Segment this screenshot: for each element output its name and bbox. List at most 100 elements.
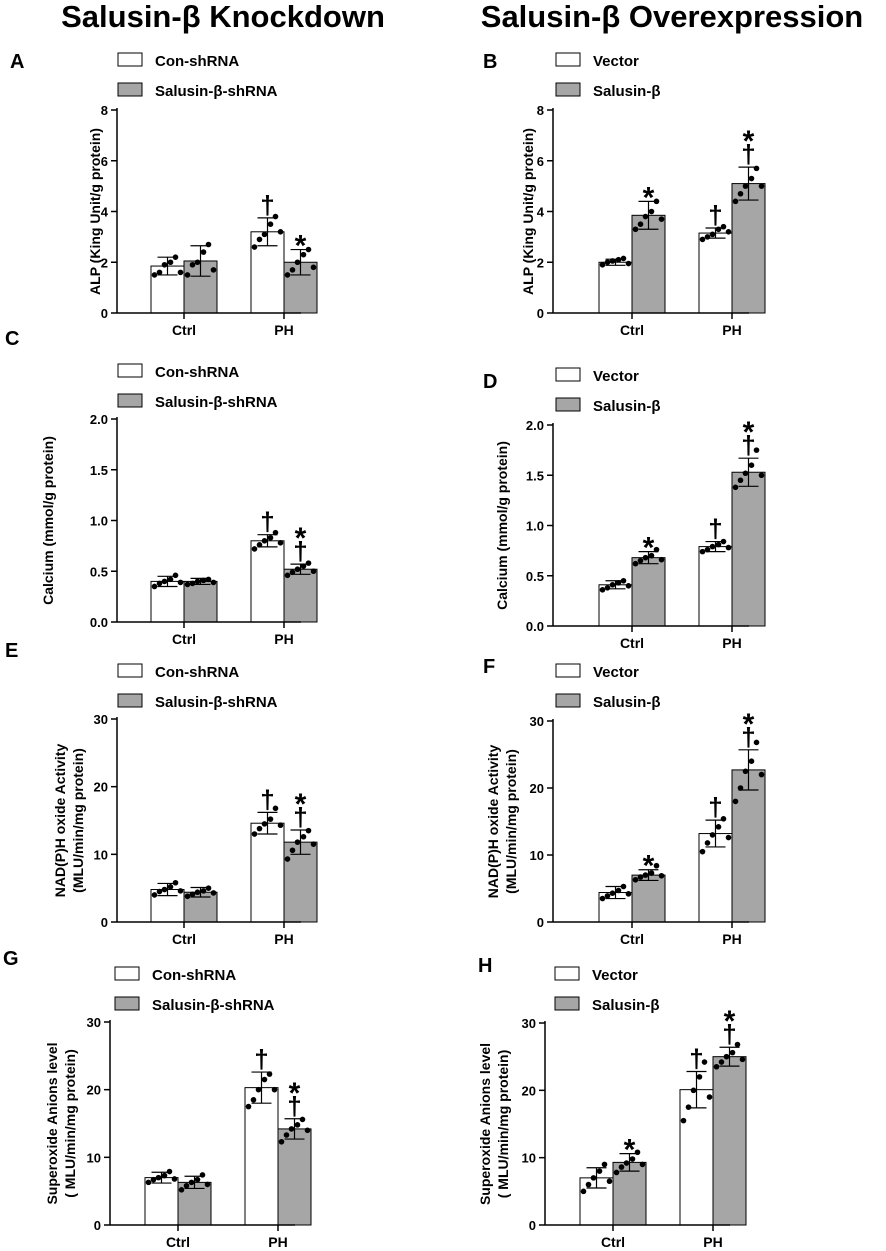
significance-dagger: † — [260, 784, 274, 814]
significance-asterisk: * — [295, 230, 307, 263]
data-point — [272, 529, 279, 536]
data-point — [737, 477, 744, 484]
bar-salusin--ph — [731, 471, 766, 627]
y-tick-label: 30 — [94, 712, 108, 727]
legend-label: Vector — [593, 368, 639, 385]
data-point — [604, 585, 611, 591]
y-axis-title: Calcium (mmol/g protein) — [494, 441, 510, 610]
data-point — [620, 883, 627, 890]
data-point — [256, 542, 263, 548]
data-point — [300, 251, 307, 258]
y-tick-label: 10 — [522, 1151, 536, 1166]
legend-label: Vector — [592, 967, 638, 984]
x-tick-label: PH — [274, 631, 293, 647]
significance-asterisk: * — [724, 1005, 736, 1038]
data-point — [177, 579, 184, 586]
data-point — [658, 872, 665, 879]
data-point — [715, 226, 722, 233]
legend-label: Salusin-β — [592, 997, 660, 1014]
y-tick-label: 0 — [101, 915, 108, 930]
bar-salusin--ctrl — [631, 557, 666, 627]
data-point — [725, 229, 732, 235]
y-axis-title: Superoxide Anions level( MLU/min/mg prot… — [477, 1043, 511, 1205]
bar-salusin-shrna-ctrl — [183, 580, 218, 623]
data-point — [596, 1168, 603, 1174]
y-axis-title-line: Calcium (mmol/g protein) — [40, 436, 56, 605]
legend-label: Salusin-β-shRNA — [155, 394, 278, 411]
y-axis-title-line: NAD(P)H oxide Activity — [485, 745, 501, 899]
data-point — [294, 1122, 301, 1128]
data-point — [737, 785, 744, 791]
data-point — [172, 572, 179, 579]
legend-label: Salusin-β-shRNA — [155, 83, 278, 100]
data-point — [200, 249, 207, 255]
data-point — [245, 1103, 252, 1110]
legend-swatch-0 — [117, 663, 143, 678]
y-tick-label: 8 — [537, 103, 544, 118]
data-point — [639, 1161, 646, 1168]
legend-label: Con-shRNA — [155, 664, 239, 681]
y-tick-label: 0 — [94, 1218, 101, 1233]
data-point — [732, 198, 739, 205]
significance-dagger: † — [722, 1019, 736, 1049]
legend-label: Salusin-β — [593, 83, 661, 100]
bar-salusin--ctrl — [631, 214, 666, 314]
legend-swatch-1 — [114, 996, 140, 1011]
data-point — [615, 887, 622, 894]
bar-salusin-shrna-ph — [277, 1128, 312, 1226]
legend-label: Vector — [593, 53, 639, 70]
y-axis-title: NAD(P)H oxide Activity (MLU/min/mg protei… — [52, 744, 86, 898]
significance-dagger: † — [741, 722, 755, 752]
data-point — [294, 259, 301, 266]
data-point — [653, 198, 660, 205]
bar-con-shrna-ph — [244, 1087, 279, 1226]
data-point — [304, 1127, 311, 1134]
data-point — [266, 1071, 273, 1077]
data-point — [758, 183, 765, 189]
data-point — [704, 546, 711, 553]
data-point — [184, 581, 191, 588]
panel-label: H — [478, 955, 492, 977]
data-point — [210, 890, 217, 896]
data-point — [261, 538, 268, 544]
legend-swatch-1 — [555, 397, 581, 412]
data-point — [742, 470, 749, 477]
data-point — [256, 236, 263, 243]
data-point — [277, 229, 284, 235]
data-point — [648, 208, 655, 215]
bar-salusin--ph — [731, 769, 766, 923]
significance-dagger: † — [293, 536, 307, 566]
y-tick-label: 0 — [529, 1218, 536, 1233]
data-point — [699, 236, 706, 243]
data-point — [250, 1097, 257, 1103]
data-point — [601, 1161, 608, 1168]
legend-swatch-1 — [117, 393, 143, 408]
data-point — [167, 884, 174, 890]
data-point — [251, 546, 258, 552]
significance-asterisk: * — [643, 850, 655, 883]
y-axis-title-line: NAD(P)H oxide Activity — [52, 744, 68, 898]
significance-dagger: † — [293, 802, 307, 832]
data-point — [653, 546, 660, 553]
x-tick-label: Ctrl — [620, 635, 644, 651]
chart-panel-d: D Vector Salusin-β 0.0 0.5 1.0 1.5 2.0 Calcium (… — [483, 367, 766, 651]
data-point — [599, 587, 606, 593]
data-point — [609, 581, 616, 588]
data-point — [620, 577, 627, 584]
x-tick-label: PH — [722, 931, 741, 947]
data-point — [299, 1116, 306, 1123]
data-point — [606, 1178, 613, 1185]
y-axis-title-line: (MLU/min/mg protein) — [70, 748, 86, 893]
bar-salusin--ph — [712, 1056, 747, 1226]
panel-label: E — [5, 640, 18, 662]
data-point — [725, 544, 732, 551]
data-point — [305, 827, 312, 834]
legend-swatch-1 — [555, 82, 581, 97]
significance-asterisk: * — [295, 788, 307, 821]
data-point — [188, 1179, 195, 1186]
data-point — [637, 874, 644, 880]
data-point — [172, 254, 179, 260]
y-tick-label: 0 — [537, 915, 544, 930]
y-tick-label: 2 — [101, 255, 108, 270]
x-tick-label: PH — [703, 1234, 722, 1250]
